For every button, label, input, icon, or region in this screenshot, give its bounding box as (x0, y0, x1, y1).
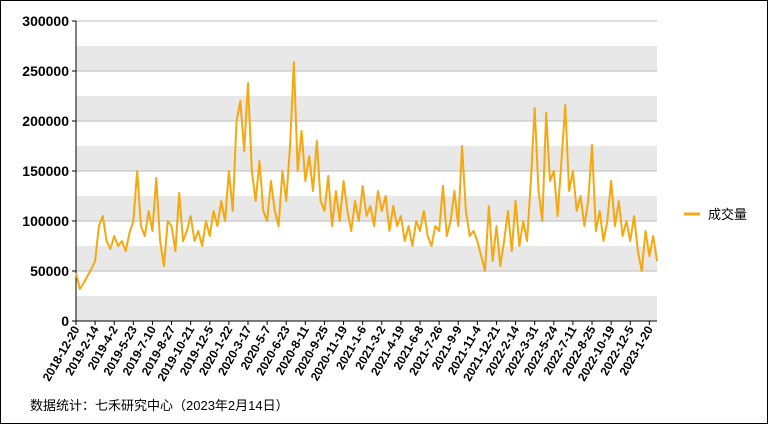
y-tick-label: 50000 (30, 263, 69, 279)
legend-label: 成交量 (708, 207, 747, 222)
grid-band (76, 296, 657, 321)
grid-band (76, 46, 657, 71)
source-note: 数据统计：七禾研究中心（2023年2月14日） (30, 398, 289, 413)
y-tick-label: 100000 (22, 213, 69, 229)
y-tick-label: 250000 (22, 63, 69, 79)
y-tick-label: 0 (61, 313, 69, 329)
series-line (75, 61, 658, 290)
grid-band (76, 246, 657, 271)
y-tick-label: 300000 (22, 13, 69, 29)
grid-band (76, 146, 657, 171)
y-tick-label: 200000 (22, 113, 69, 129)
grid-band (76, 96, 657, 121)
y-tick-label: 150000 (22, 163, 69, 179)
